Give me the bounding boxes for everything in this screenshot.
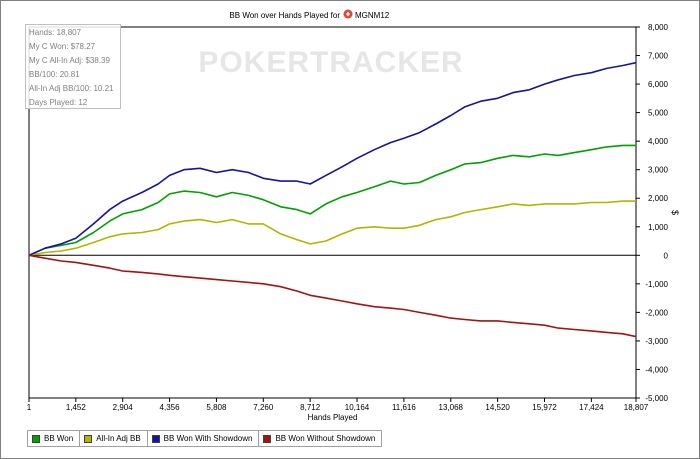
- legend-swatch: [32, 434, 40, 443]
- legend-item: BB Won Without Showdown: [259, 431, 381, 446]
- series-line: [28, 254, 637, 338]
- x-tick-label: 10,164: [345, 403, 370, 412]
- series-lines: [28, 61, 637, 338]
- y-tick-label: 6,000: [648, 80, 669, 89]
- x-tick-label: 11,616: [392, 403, 416, 412]
- series-line: [28, 200, 636, 257]
- y-tick-label: -2,000: [645, 308, 668, 317]
- y-tick-label: 7,000: [648, 52, 669, 61]
- axes: 1 1,452 2,904 4,356 5,808 7,260 8,712 10,164 11,…: [27, 23, 680, 422]
- y-tick-label: 1,000: [648, 223, 669, 232]
- stats-line: My C All-In Adj: $38.39: [29, 56, 110, 65]
- y-tick-label: 3,000: [648, 166, 669, 175]
- chart-title: BB Won over Hands Played for MGNM12: [229, 9, 390, 20]
- x-tick-label: 4,356: [160, 403, 181, 412]
- x-axis-label: Hands Played: [308, 413, 358, 422]
- watermark-text: POKERTRACKER: [198, 46, 463, 79]
- plot-area: [28, 26, 637, 399]
- y-tick-label: 0: [664, 251, 669, 260]
- stats-line: My C Won: $78.27: [29, 42, 96, 51]
- y-tick-label: -1,000: [645, 280, 668, 289]
- legend-item: All-In Adj BB: [80, 431, 148, 446]
- stats-line: All-In Adj BB/100: 10.21: [29, 84, 114, 93]
- player-icon-diamond: [346, 11, 350, 17]
- x-tick-label: 18,807: [624, 403, 649, 412]
- y-tick-label: -4,000: [645, 365, 668, 374]
- x-tick-label: 17,424: [579, 403, 604, 412]
- y-tick-label: 5,000: [648, 109, 669, 118]
- y-tick-label: -3,000: [645, 337, 668, 346]
- x-tick-label: 14,520: [485, 403, 510, 412]
- legend: BB Won All-In Adj BB BB Won With Showdown B…: [27, 430, 383, 447]
- stats-line: Days Played: 12: [29, 98, 88, 107]
- y-tick-label: 2,000: [648, 194, 669, 203]
- legend-label: BB Won With Showdown: [163, 434, 253, 443]
- legend-swatch: [84, 434, 93, 443]
- x-tick-label: 5,808: [206, 403, 227, 412]
- y-tick-label: 4,000: [648, 137, 669, 146]
- y-tick-label: 8,000: [648, 23, 669, 32]
- legend-swatch: [263, 434, 272, 443]
- stats-line: Hands: 18,807: [29, 28, 82, 37]
- chart-title-text: BB Won over Hands Played for: [229, 11, 340, 20]
- y-axis-label: $: [670, 210, 680, 215]
- y-tick-label: -5,000: [645, 394, 668, 403]
- watermark: POKERTRACKER: [198, 46, 463, 79]
- x-tick-label: 8,712: [300, 403, 321, 412]
- x-tick-label: 15,972: [532, 403, 557, 412]
- legend-label: BB Won: [44, 434, 74, 443]
- legend-item: BB Won With Showdown: [148, 431, 260, 446]
- legend-item: BB Won: [28, 431, 81, 446]
- legend-swatch: [151, 434, 160, 443]
- series-line: [28, 61, 637, 257]
- legend-label: BB Won Without Showdown: [275, 434, 376, 443]
- series-line: [28, 144, 636, 257]
- stats-line: BB/100: 20.81: [29, 70, 80, 79]
- x-tick-label: 7,260: [253, 403, 274, 412]
- x-tick-label: 13,068: [439, 403, 464, 412]
- x-tick-label: 1,452: [66, 403, 87, 412]
- player-name: MGNM12: [355, 11, 390, 20]
- legend-label: All-In Adj BB: [96, 434, 141, 443]
- x-tick-label: 2,904: [113, 403, 134, 412]
- player-icon: [343, 9, 353, 19]
- x-tick-label: 1: [27, 403, 32, 412]
- stats-box: Hands: 18,807 My C Won: $78.27 My C All-In…: [25, 24, 121, 109]
